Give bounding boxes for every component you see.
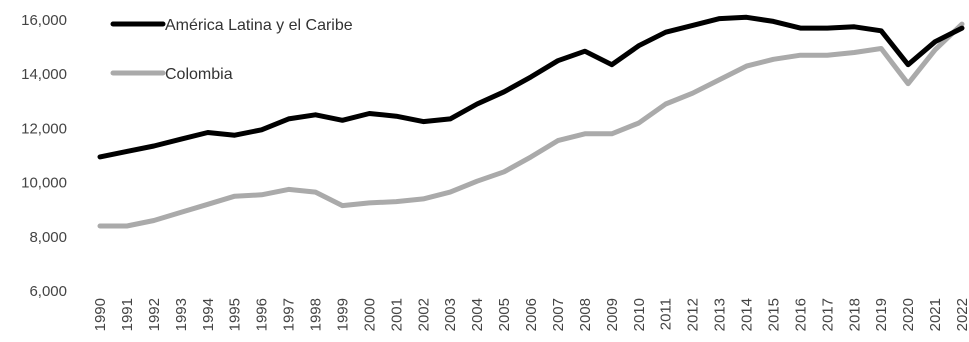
legend-label: Colombia: [165, 66, 233, 83]
x-tick-label: 2004: [469, 298, 486, 331]
y-tick-label: 14,000: [21, 66, 67, 83]
x-tick-label: 2010: [631, 298, 648, 331]
x-tick-label: 2000: [361, 298, 378, 331]
x-tick-label: 2005: [496, 298, 513, 331]
x-tick-label: 2013: [712, 298, 729, 331]
series-line-colombia: [97, 21, 965, 229]
x-tick-label: 2001: [388, 298, 405, 331]
x-tick-label: 2011: [658, 298, 675, 330]
x-tick-label: 2002: [415, 298, 432, 331]
x-tick-label: 1999: [334, 298, 351, 331]
x-tick-label: 1992: [146, 298, 163, 331]
x-tick-label: 1997: [281, 298, 298, 331]
x-tick-label: 2022: [954, 298, 969, 331]
series-group: [97, 14, 965, 229]
x-tick-label: 1990: [92, 298, 109, 331]
x-tick-label: 2015: [765, 298, 782, 331]
x-tick-label: 1993: [173, 298, 190, 331]
x-tick-label: 2017: [819, 298, 836, 331]
x-tick-label: 1998: [308, 298, 325, 331]
x-tick-label: 2009: [604, 298, 621, 331]
x-tick-label: 2012: [685, 298, 702, 331]
y-tick-label: 6,000: [29, 283, 67, 300]
y-tick-label: 12,000: [21, 120, 67, 137]
legend-label: América Latina y el Caribe: [165, 17, 353, 34]
y-axis: 6,000 8,000 10,000 12,000 14,000 16,000: [21, 12, 67, 300]
x-tick-label: 1994: [200, 298, 217, 331]
y-tick-label: 16,000: [21, 12, 67, 29]
x-tick-label: 2019: [873, 298, 890, 331]
x-tick-label: 1991: [119, 298, 136, 331]
x-tick-label: 1995: [227, 298, 244, 331]
x-tick-label: 2008: [577, 298, 594, 331]
x-tick-label: 2003: [442, 298, 459, 331]
x-tick-label: 2007: [550, 298, 567, 331]
x-tick-label: 2020: [900, 298, 917, 331]
x-tick-label: 2016: [792, 298, 809, 331]
series-line-am-rica-latina-y-el-caribe: [97, 14, 965, 160]
x-tick-label: 2018: [846, 298, 863, 331]
x-tick-label: 2021: [927, 298, 944, 331]
y-tick-label: 10,000: [21, 175, 67, 192]
x-tick-label: 2014: [739, 298, 756, 331]
x-axis: 1990 1991 1992 1993 1994 1995 1996 1997 1998 1999…: [92, 298, 969, 331]
y-tick-label: 8,000: [29, 229, 67, 246]
x-tick-label: 1996: [254, 298, 271, 331]
legend: América Latina y el Caribe Colombia: [110, 17, 353, 83]
x-tick-label: 2006: [523, 298, 540, 331]
